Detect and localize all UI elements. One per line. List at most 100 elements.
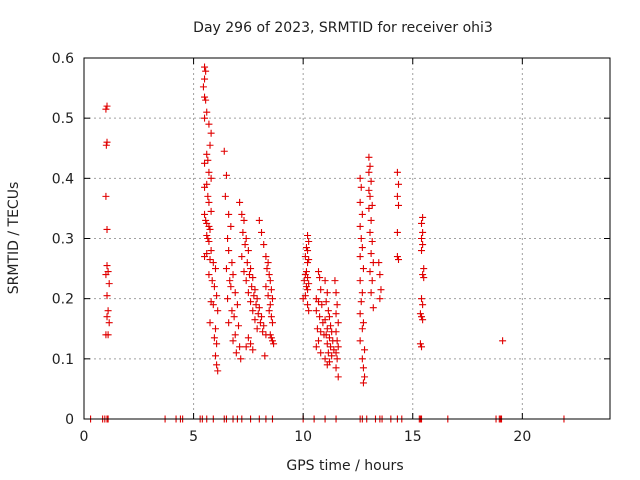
data-point	[265, 307, 273, 315]
data-point	[358, 244, 366, 252]
data-point	[332, 310, 340, 318]
data-point	[251, 286, 259, 294]
data-point	[228, 259, 236, 267]
data-point	[395, 256, 403, 264]
data-point	[240, 216, 248, 224]
data-points	[87, 63, 568, 423]
data-point	[206, 319, 214, 327]
data-point	[358, 289, 366, 297]
data-point	[365, 186, 373, 194]
data-point	[323, 340, 331, 348]
data-point	[249, 307, 257, 315]
data-point	[233, 301, 241, 309]
data-point	[207, 247, 215, 255]
data-point	[316, 274, 324, 282]
data-point	[368, 201, 376, 209]
y-tick-label: 0.3	[52, 232, 74, 248]
data-point	[366, 162, 374, 170]
data-point	[244, 334, 252, 342]
data-point	[261, 352, 269, 360]
data-point	[499, 337, 507, 345]
data-point	[206, 141, 214, 149]
data-point	[228, 307, 236, 315]
x-tick-label: 5	[189, 429, 198, 445]
data-point	[323, 289, 331, 297]
data-point	[334, 343, 342, 351]
data-point	[104, 307, 112, 315]
data-point	[201, 253, 209, 261]
data-point	[321, 316, 329, 324]
data-point	[365, 204, 373, 212]
x-axis-label: GPS time / hours	[286, 458, 403, 474]
data-point	[247, 340, 255, 348]
data-point	[359, 265, 367, 273]
y-tick-label: 0.4	[52, 171, 74, 187]
data-point	[201, 63, 209, 71]
data-point	[301, 253, 309, 261]
data-point	[252, 301, 260, 309]
data-point	[209, 301, 217, 309]
data-point	[418, 235, 426, 242]
data-point	[300, 277, 308, 285]
data-point	[214, 307, 222, 315]
data-point	[366, 268, 374, 276]
data-point	[304, 231, 312, 239]
data-point	[205, 198, 213, 206]
data-point	[376, 271, 384, 279]
data-point	[262, 283, 270, 291]
data-point	[202, 67, 210, 75]
data-point	[242, 235, 250, 242]
data-point	[105, 280, 113, 288]
data-point	[220, 147, 228, 155]
y-tick-label: 0.2	[52, 292, 74, 308]
data-point	[224, 295, 232, 303]
x-tick-label: 10	[294, 429, 312, 445]
data-point	[395, 201, 403, 209]
data-point	[305, 307, 313, 315]
data-point	[102, 271, 110, 279]
data-point	[249, 274, 257, 282]
data-point	[103, 313, 111, 321]
data-point	[240, 268, 248, 276]
data-point	[103, 262, 111, 270]
data-point	[201, 114, 209, 122]
data-point	[305, 238, 313, 246]
data-point	[204, 156, 212, 164]
data-point	[395, 180, 403, 188]
data-point	[249, 346, 257, 354]
data-point	[367, 177, 375, 185]
data-point	[237, 355, 245, 363]
data-point	[242, 343, 250, 351]
data-point	[267, 313, 275, 321]
data-point	[264, 292, 272, 300]
data-point	[393, 253, 401, 261]
data-point	[317, 328, 325, 336]
data-point	[369, 304, 377, 312]
data-point	[315, 298, 323, 306]
data-point	[315, 337, 323, 345]
data-point	[253, 295, 261, 303]
data-point	[359, 319, 367, 327]
data-point	[255, 304, 263, 312]
data-point	[262, 253, 270, 261]
y-tick-label: 0.6	[52, 51, 74, 67]
data-point	[244, 289, 252, 297]
data-point	[324, 349, 332, 357]
data-point	[232, 349, 240, 357]
data-point	[268, 337, 276, 345]
data-point	[315, 268, 323, 276]
data-point	[332, 349, 340, 357]
data-point	[230, 313, 238, 321]
data-point	[204, 235, 212, 242]
data-point	[210, 283, 218, 291]
grid	[84, 58, 610, 419]
data-point	[238, 210, 246, 218]
data-point	[268, 295, 276, 303]
data-point	[361, 346, 369, 354]
data-point	[302, 283, 310, 291]
data-point	[327, 322, 335, 330]
data-point	[357, 298, 365, 306]
data-point	[357, 183, 365, 191]
data-point	[420, 265, 428, 273]
data-point	[333, 337, 341, 345]
